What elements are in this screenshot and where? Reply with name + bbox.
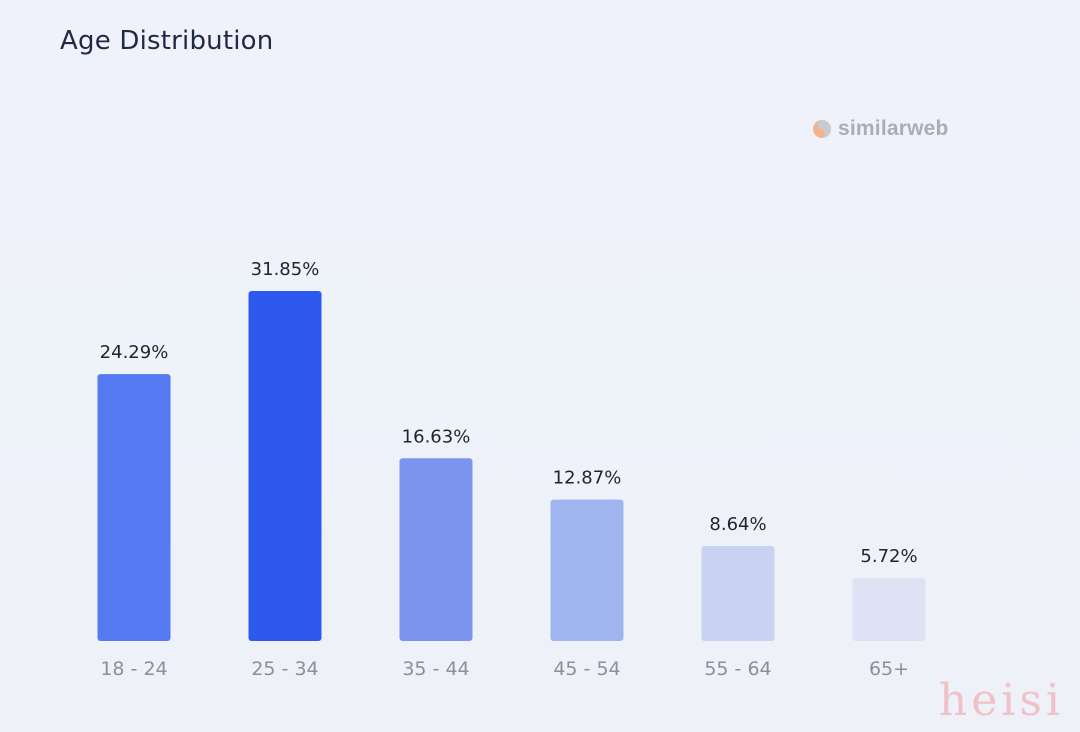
bar-value-label: 12.87% [553, 468, 622, 489]
bar-value-label: 24.29% [100, 342, 169, 363]
bar-25-34 [248, 291, 322, 641]
bar-55-64 [701, 546, 775, 641]
bar-18-24 [97, 374, 171, 641]
bar-value-label: 16.63% [402, 426, 471, 447]
bar-value-label: 31.85% [251, 259, 320, 280]
bar-45-54 [550, 499, 624, 641]
similarweb-logo-text: similarweb [838, 117, 949, 140]
similarweb-logo-icon [813, 120, 831, 138]
bar-65 [852, 578, 926, 641]
bar-value-label: 5.72% [860, 546, 917, 567]
watermark: heisi [938, 675, 1064, 726]
x-tick-label: 45 - 54 [553, 658, 620, 680]
x-tick-label: 55 - 64 [704, 658, 771, 680]
x-tick-label: 25 - 34 [251, 658, 318, 680]
x-tick-label: 35 - 44 [402, 658, 469, 680]
bar-35-44 [399, 458, 473, 641]
bar-value-label: 8.64% [709, 514, 766, 535]
x-tick-label: 18 - 24 [100, 658, 167, 680]
chart-title: Age Distribution [60, 26, 274, 56]
x-tick-label: 65+ [869, 658, 909, 680]
similarweb-logo: similarweb [812, 114, 949, 144]
